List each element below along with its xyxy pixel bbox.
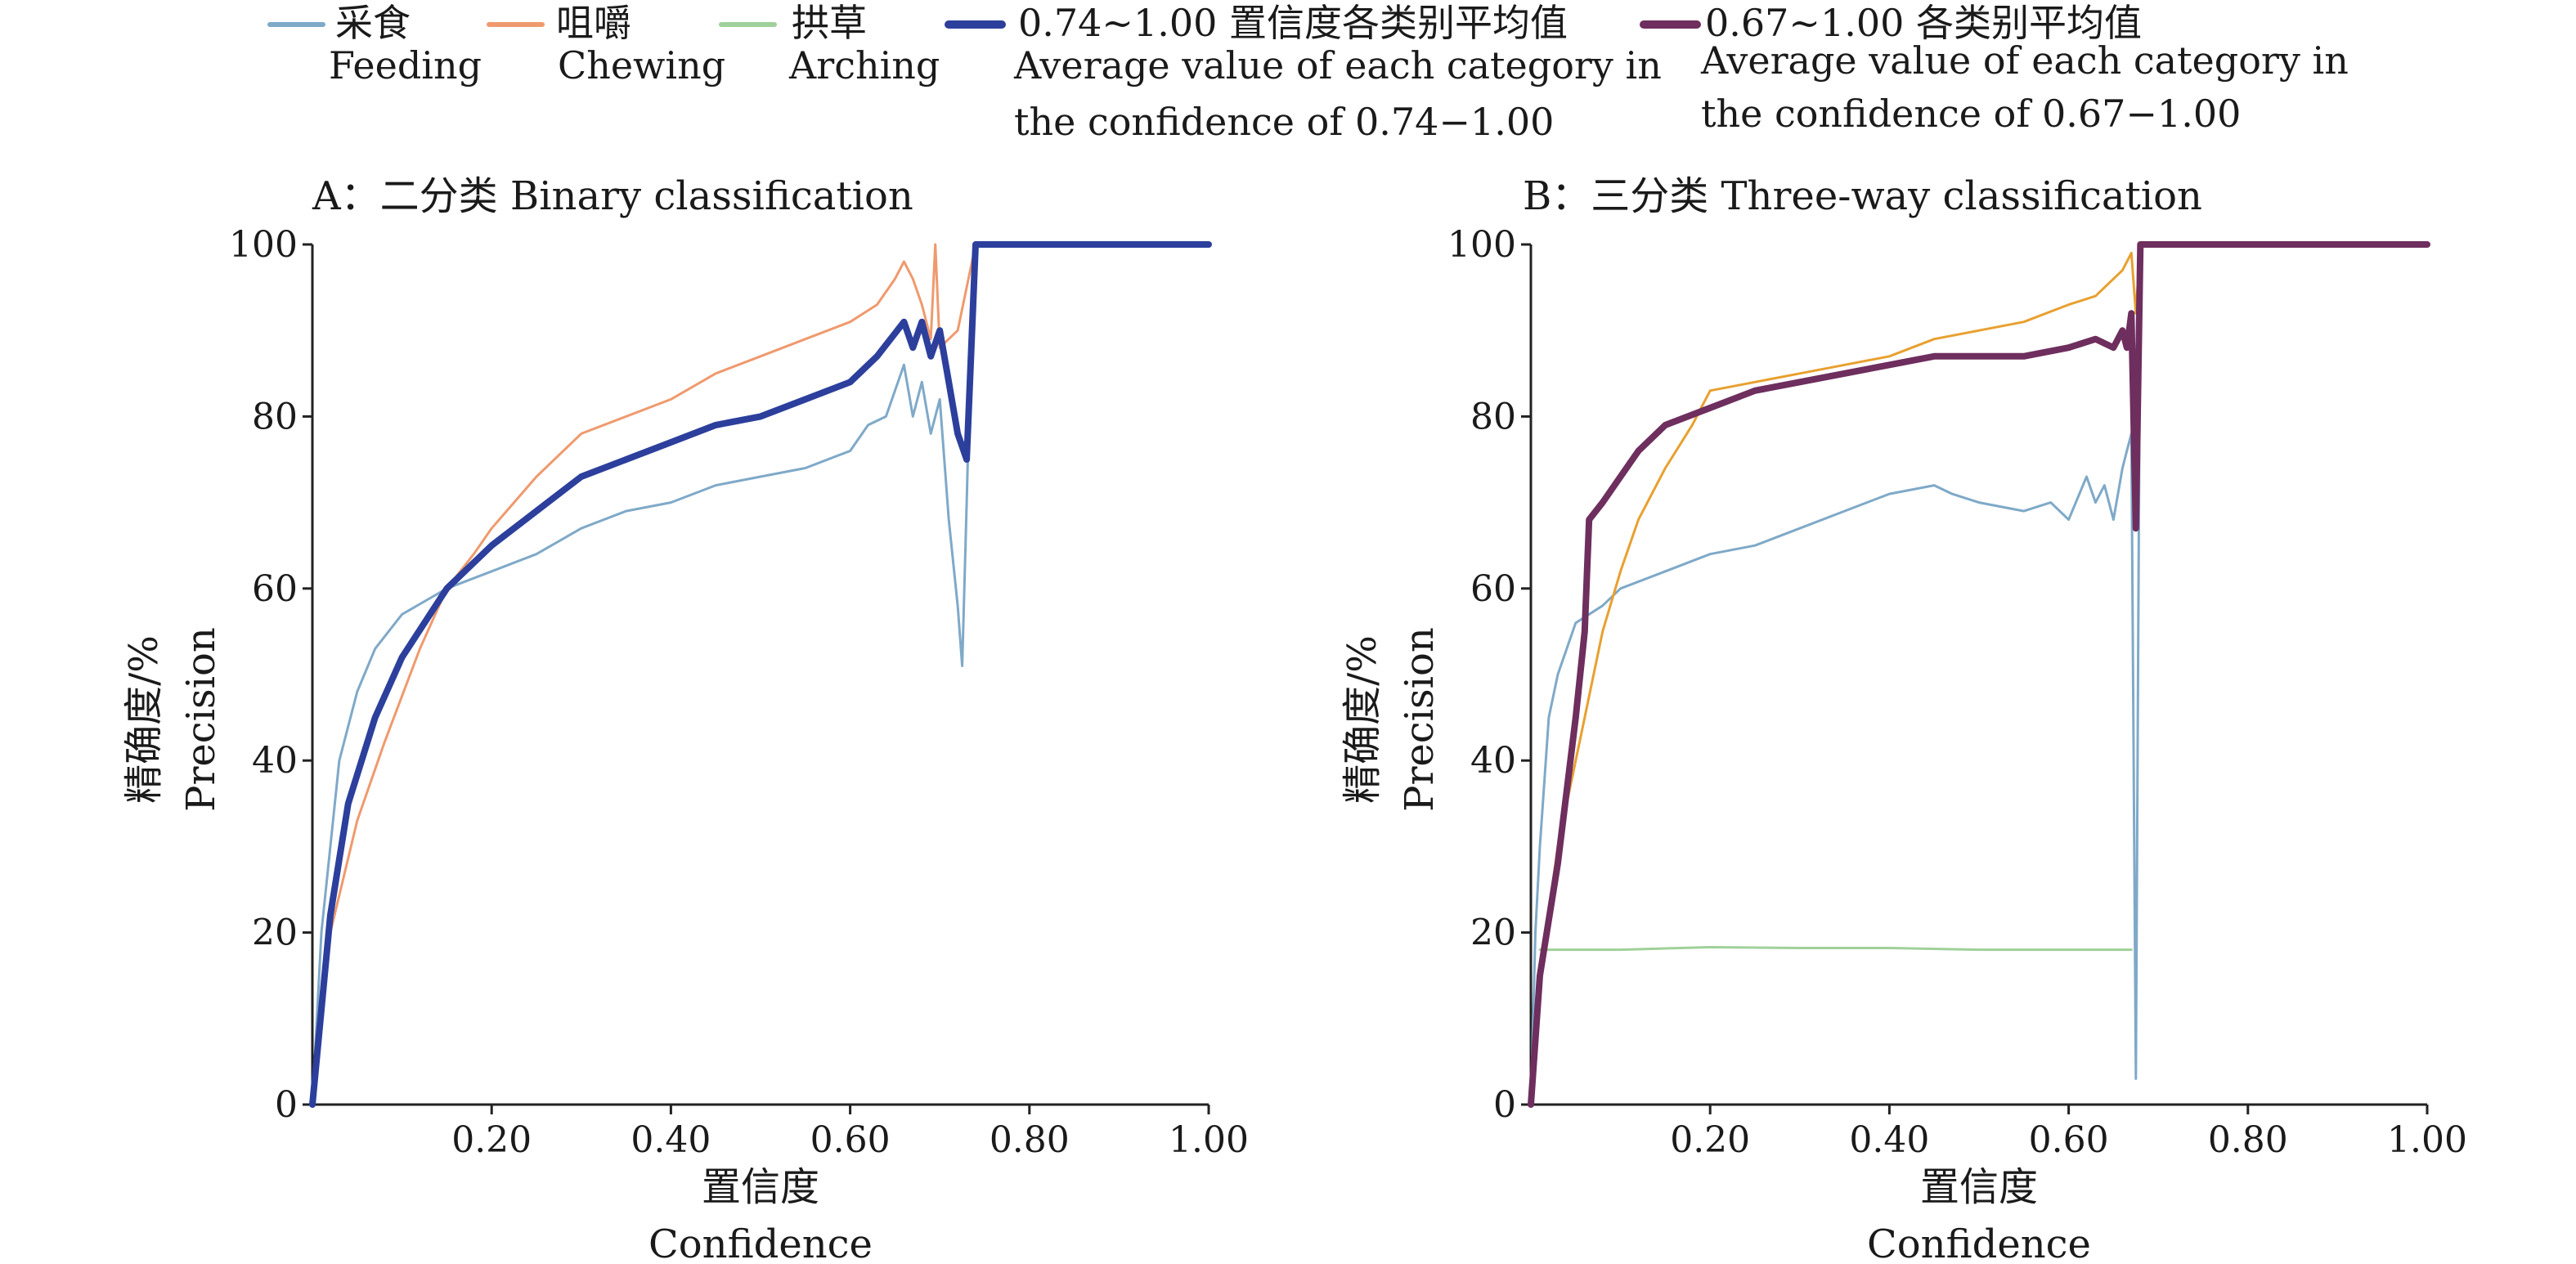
y-axis-label-en: Precision bbox=[1397, 627, 1443, 812]
x-tick-label: 0.40 bbox=[1849, 1119, 1929, 1161]
x-axis-label-cn: 置信度 bbox=[1920, 1164, 2038, 1210]
x-axis-label-en: Confidence bbox=[648, 1221, 873, 1264]
y-tick-label: 0 bbox=[275, 1084, 298, 1126]
x-tick-label: 1.00 bbox=[1169, 1119, 1249, 1161]
legend-label-en-avg_a-0: Average value of each category in bbox=[1013, 43, 1662, 87]
y-tick-label: 100 bbox=[1447, 224, 1516, 266]
y-tick-label: 80 bbox=[1470, 396, 1516, 437]
legend-label-cn-avg_a: 0.74~1.00 置信度各类别平均值 bbox=[1018, 1, 1568, 45]
panel-title: A：二分类 Binary classification bbox=[312, 173, 913, 219]
legend-label-en-avg_a-1: the confidence of 0.74−1.00 bbox=[1014, 100, 1554, 144]
legend-label-en-avg_b-1: the confidence of 0.67−1.00 bbox=[1701, 92, 2241, 136]
series-line-1 bbox=[311, 243, 1210, 1106]
x-axis-label-cn: 置信度 bbox=[702, 1164, 819, 1210]
panel-b: B：三分类 Three-way classification 0 20 40 60 80 1… bbox=[1340, 173, 2467, 1264]
series-line-2 bbox=[309, 241, 1212, 1108]
x-tick-label: 0.40 bbox=[631, 1119, 711, 1161]
x-tick-label: 0.60 bbox=[2029, 1119, 2109, 1161]
legend-label-cn-arching: 拱草 bbox=[792, 1, 867, 45]
x-tick-label: 0.60 bbox=[810, 1119, 891, 1161]
x-tick-label: 0.20 bbox=[451, 1119, 532, 1161]
y-tick-label: 60 bbox=[252, 568, 298, 610]
y-tick-label: 0 bbox=[1493, 1084, 1516, 1126]
y-tick-label: 40 bbox=[1470, 740, 1516, 782]
legend-label-en-chewing-0: Chewing bbox=[558, 43, 725, 87]
y-tick-label: 80 bbox=[252, 396, 298, 437]
legend-label-en-avg_b-0: Average value of each category in bbox=[1700, 38, 2349, 83]
legend-label-en-arching-0: Arching bbox=[788, 43, 940, 87]
legend-label-cn-chewing: 咀嚼 bbox=[556, 1, 631, 45]
series-line-0 bbox=[311, 243, 1210, 1106]
series-line-2 bbox=[1538, 946, 2133, 952]
panel-a: A：二分类 Binary classification 0 20 40 60 80 100 0… bbox=[121, 173, 1249, 1264]
y-axis-label-cn: 精确度/% bbox=[1340, 635, 1385, 804]
y-tick-label: 20 bbox=[252, 912, 298, 954]
legend-label-cn-feeding: 采食 bbox=[335, 1, 411, 45]
y-axis-label-cn: 精确度/% bbox=[121, 635, 167, 804]
series-line-0 bbox=[1529, 243, 2429, 1106]
series-line-1 bbox=[1529, 243, 2429, 1106]
x-tick-label: 1.00 bbox=[2387, 1119, 2467, 1161]
x-tick-label: 0.80 bbox=[2208, 1119, 2288, 1161]
y-tick-label: 60 bbox=[1470, 568, 1516, 610]
x-tick-label: 0.80 bbox=[990, 1119, 1070, 1161]
legend-label-en-feeding-0: Feeding bbox=[329, 43, 482, 87]
legend-label-cn-avg_b: 0.67~1.00 各类别平均值 bbox=[1705, 1, 2142, 45]
panel-title: B：三分类 Three-way classification bbox=[1523, 173, 2202, 219]
y-axis-label-en: Precision bbox=[178, 627, 224, 812]
y-tick-label: 100 bbox=[229, 224, 298, 266]
x-axis-label-en: Confidence bbox=[1867, 1221, 2091, 1264]
y-tick-label: 20 bbox=[1470, 912, 1516, 954]
series-line-3 bbox=[1528, 241, 2430, 1108]
x-tick-label: 0.20 bbox=[1670, 1119, 1750, 1161]
y-tick-label: 40 bbox=[252, 740, 298, 782]
